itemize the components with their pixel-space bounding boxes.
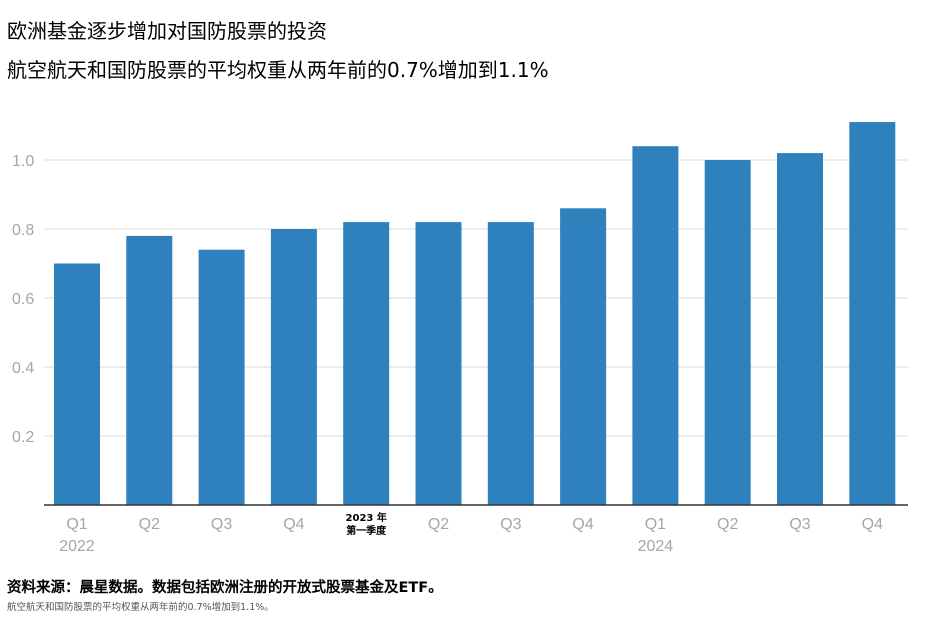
x-tick-label: 2023 年	[346, 511, 387, 524]
chart-title: 欧洲基金逐步增加对国防股票的投资	[7, 19, 327, 43]
x-tick-year: 2022	[59, 538, 95, 555]
bar	[270, 229, 317, 505]
x-tick-sublabel: 第一季度	[346, 524, 387, 537]
x-tick-label: Q3	[211, 516, 232, 533]
y-tick-label: 0.4	[12, 360, 34, 377]
y-tick-label: 1.0	[12, 153, 34, 170]
y-tick-label: 0.2	[12, 429, 34, 446]
bar	[704, 160, 751, 505]
x-tick-label: Q3	[500, 516, 521, 533]
bar	[198, 249, 245, 505]
gridlines	[44, 159, 908, 437]
bar	[560, 208, 607, 506]
bars	[54, 122, 896, 506]
y-tick-labels: 0.2 0.4 0.6 0.8 1.0	[12, 153, 34, 446]
bar	[343, 222, 390, 505]
bar	[632, 146, 679, 505]
x-tick-label: Q4	[572, 516, 593, 533]
chart-subtitle: 航空航天和国防股票的平均权重从两年前的0.7%增加到1.1%	[7, 58, 549, 82]
x-tick-label: Q1	[66, 516, 87, 533]
y-tick-label: 0.6	[12, 291, 34, 308]
source-note: 资料来源：晨星数据。数据包括欧洲注册的开放式股票基金及ETF。	[7, 580, 443, 596]
x-tick-year: 2024	[638, 538, 674, 555]
x-tick-label: Q2	[717, 516, 738, 533]
bar	[415, 222, 462, 505]
x-tick-label: Q4	[283, 516, 304, 533]
bar	[487, 222, 534, 505]
bar	[777, 153, 823, 505]
bar	[849, 122, 896, 506]
x-tick-label: Q3	[789, 516, 810, 533]
x-tick-label: Q1	[645, 516, 666, 533]
bar	[126, 235, 173, 505]
x-tick-label: Q4	[862, 516, 883, 533]
y-tick-label: 0.8	[12, 222, 34, 239]
x-tick-label: Q2	[139, 516, 160, 533]
footnote: 航空航天和国防股票的平均权重从两年前的0.7%增加到1.1%。	[7, 602, 274, 613]
bar	[54, 263, 100, 505]
x-tick-label: Q2	[428, 516, 449, 533]
